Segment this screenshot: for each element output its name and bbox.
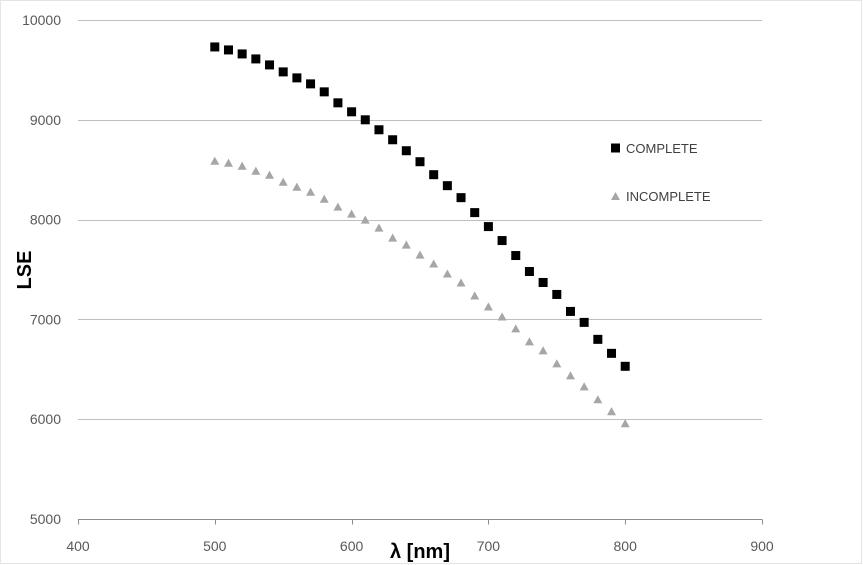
data-point-complete [497,236,507,246]
data-point-complete [456,193,466,203]
y-axis: 5000 6000 7000 8000 9000 10000 [22,12,61,527]
legend-label-complete: COMPLETE [626,141,698,156]
data-point-complete [442,181,452,191]
data-point-incomplete [223,158,233,167]
data-point-complete [401,146,411,156]
data-point-complete [251,54,261,64]
x-tick-label: 400 [66,538,90,554]
data-point-complete [607,348,617,358]
data-point-complete [265,60,275,70]
data-point-incomplete [237,161,247,170]
y-tick-label: 5000 [30,511,61,527]
data-point-incomplete [319,194,329,203]
series-incomplete [210,156,630,428]
data-point-complete [524,266,534,276]
data-point-complete [292,73,302,83]
data-point-incomplete [210,156,220,165]
legend: COMPLETE INCOMPLETE [611,141,711,204]
data-point-complete [593,334,603,344]
data-point-complete [347,107,357,117]
data-point-incomplete [620,419,630,428]
data-point-incomplete [360,215,370,224]
data-point-incomplete [401,240,411,249]
data-point-complete [565,306,575,316]
x-axis-title: λ [nm] [390,541,450,563]
data-point-complete [374,125,384,135]
y-tick-label: 10000 [22,12,61,28]
data-point-incomplete [524,337,534,346]
data-point-incomplete [347,209,357,218]
data-point-incomplete [483,302,493,311]
y-tick-label: 9000 [30,112,61,128]
legend-marker-complete [611,143,620,153]
data-point-incomplete [470,291,480,300]
series-complete [210,42,630,371]
data-point-incomplete [306,187,316,196]
data-point-incomplete [456,278,466,287]
data-point-incomplete [415,250,425,259]
x-tick-label: 500 [203,538,227,554]
data-point-incomplete [374,223,384,232]
y-axis-title: LSE [14,251,36,290]
data-point-incomplete [429,259,439,268]
data-point-complete [360,115,370,125]
data-point-incomplete [579,382,589,391]
data-point-incomplete [565,371,575,380]
data-point-incomplete [511,324,521,333]
y-tick-label: 8000 [30,212,61,228]
data-point-incomplete [497,312,507,321]
data-point-complete [620,361,630,371]
legend-marker-incomplete [611,191,620,201]
legend-item-incomplete: INCOMPLETE [611,189,711,204]
data-point-complete [415,157,425,167]
data-point-incomplete [278,177,288,186]
data-point-incomplete [593,395,603,404]
x-tick-label: 800 [614,538,638,554]
data-point-incomplete [607,407,617,416]
gridlines [78,20,762,420]
data-point-complete [223,45,233,55]
data-point-complete [538,277,548,287]
data-point-incomplete [552,359,562,368]
x-tick-label: 700 [477,538,501,554]
data-point-incomplete [251,166,261,175]
data-point-incomplete [265,170,275,179]
data-point-complete [333,98,343,108]
data-point-complete [388,135,398,145]
legend-item-complete: COMPLETE [611,141,698,156]
y-tick-label: 6000 [30,411,61,427]
data-point-complete [319,87,329,97]
data-point-complete [579,317,589,327]
data-point-complete [210,42,220,52]
data-point-incomplete [333,202,343,211]
y-tick-label: 7000 [30,311,61,327]
data-point-complete [552,289,562,299]
data-point-complete [470,208,480,218]
data-point-incomplete [442,269,452,278]
data-point-complete [237,49,247,59]
x-axis: 400 500 600 700 800 900 [66,519,774,554]
data-point-complete [511,251,521,261]
x-tick-label: 600 [340,538,364,554]
legend-label-incomplete: INCOMPLETE [626,189,711,204]
x-tick-label: 900 [750,538,774,554]
data-point-incomplete [292,182,302,191]
data-point-incomplete [388,233,398,242]
data-point-complete [429,170,439,180]
data-series [210,42,630,428]
data-point-complete [278,67,288,77]
data-point-incomplete [538,346,548,355]
data-point-complete [306,79,316,89]
data-point-complete [483,222,493,232]
